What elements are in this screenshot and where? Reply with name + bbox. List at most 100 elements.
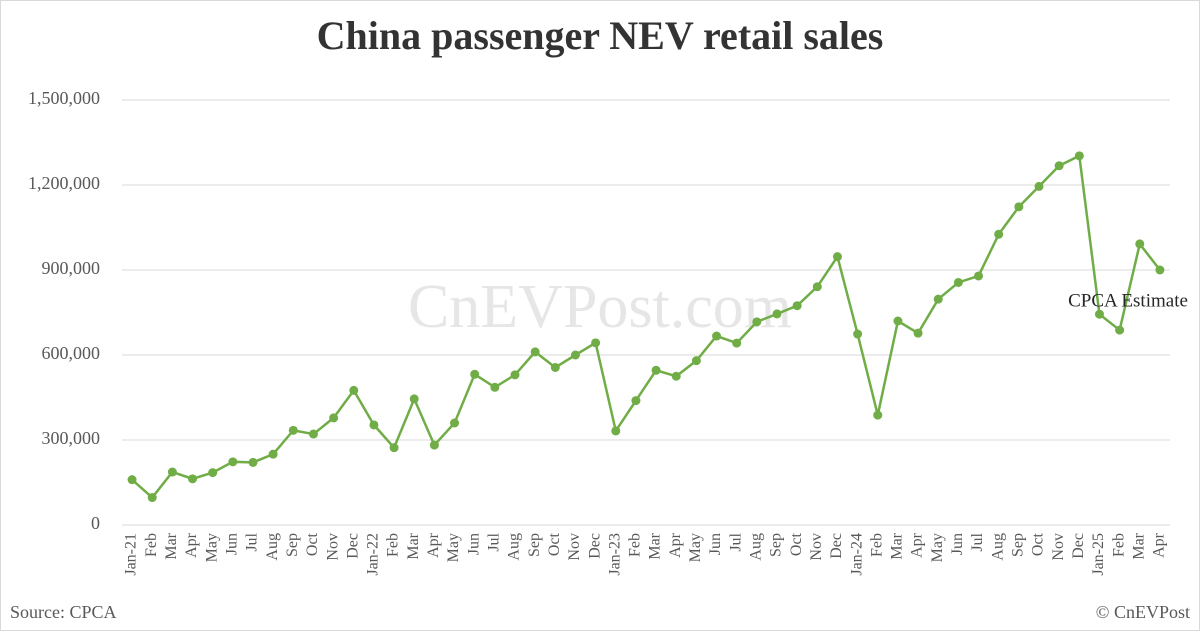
- x-tick-label: Dec: [1070, 533, 1087, 559]
- x-tick-label: Dec: [586, 533, 603, 559]
- x-tick-label: Mar: [889, 532, 906, 559]
- x-tick-label: Jun: [224, 533, 241, 555]
- chart-title: China passenger NEV retail sales: [317, 13, 884, 58]
- point: [510, 370, 520, 380]
- point: [994, 229, 1004, 239]
- x-tick-label: May: [203, 533, 220, 562]
- point: [631, 396, 641, 406]
- annotation: CPCA Estimate: [1068, 290, 1188, 311]
- y-tick-label: 1,500,000: [28, 88, 100, 108]
- point: [712, 331, 722, 341]
- x-tick-label: Jan-23: [606, 533, 623, 576]
- point: [974, 271, 984, 281]
- x-tick-label: Feb: [1110, 533, 1127, 557]
- point: [349, 385, 359, 395]
- point: [1034, 181, 1044, 191]
- point: [1094, 309, 1104, 319]
- x-tick-label: Sep: [526, 533, 543, 557]
- x-tick-label: Apr: [909, 532, 926, 558]
- point: [550, 362, 560, 372]
- line: [131, 153, 1161, 500]
- point: [1014, 202, 1024, 212]
- x-tick-label: Jul: [969, 532, 986, 551]
- point: [953, 277, 963, 287]
- point: [873, 410, 883, 420]
- x-tick-label: Sep: [1010, 533, 1027, 557]
- x-tick-label: Nov: [566, 533, 583, 561]
- x-tick-label: Jun: [465, 533, 482, 555]
- point: [1054, 161, 1064, 171]
- point: [913, 328, 923, 338]
- x-tick-label: Mar: [647, 532, 664, 559]
- y-tick-label: 0: [91, 513, 100, 533]
- point: [389, 443, 399, 453]
- x-tick-label: Mar: [163, 532, 180, 559]
- x-tick-label: Apr: [183, 532, 200, 558]
- point: [611, 426, 621, 436]
- watermark: CnEVPost.com: [408, 273, 792, 341]
- point: [732, 338, 742, 348]
- x-tick-label: Jan-22: [365, 533, 382, 576]
- point: [490, 382, 500, 392]
- point: [1155, 265, 1165, 275]
- x-tick-label: Aug: [506, 533, 523, 561]
- x-tick-label: Dec: [344, 533, 361, 559]
- point: [1115, 325, 1125, 335]
- x-tick-label: Jul: [244, 532, 261, 551]
- point: [127, 475, 137, 485]
- x-tick-label: Jan-25: [1090, 533, 1107, 576]
- x-tick-label: Nov: [808, 533, 825, 561]
- x-tick-label: Dec: [828, 533, 845, 559]
- point: [752, 317, 762, 327]
- x-tick-label: Feb: [868, 533, 885, 557]
- point: [832, 252, 842, 262]
- point: [369, 420, 379, 430]
- point: [248, 457, 258, 467]
- x-tick-label: Aug: [264, 533, 281, 561]
- x-tick-label: Aug: [748, 533, 765, 561]
- x-tick-label: Apr: [1151, 532, 1168, 558]
- point: [228, 457, 238, 467]
- x-tick-label: Apr: [425, 532, 442, 558]
- y-tick-label: 300,000: [42, 428, 101, 448]
- x-tick-label: Nov: [1050, 533, 1067, 561]
- x-tick-label: Jun: [707, 533, 724, 555]
- point: [691, 356, 701, 366]
- point: [470, 369, 480, 379]
- credit: © CnEVPost: [1096, 602, 1190, 622]
- point: [450, 418, 460, 428]
- point: [188, 474, 198, 484]
- y-tick-label: 900,000: [42, 258, 101, 278]
- point: [671, 371, 681, 381]
- x-tick-label: May: [445, 533, 462, 562]
- x-tick-label: Nov: [324, 533, 341, 561]
- x-tick-label: Apr: [667, 532, 684, 558]
- x-tick-label: Jun: [949, 533, 966, 555]
- y-tick-label: 1,200,000: [28, 173, 100, 193]
- x-tick-label: Feb: [143, 533, 160, 557]
- point: [570, 350, 580, 360]
- point: [409, 394, 419, 404]
- point: [933, 294, 943, 304]
- point: [1074, 151, 1084, 161]
- x-tick-label: Jan-24: [848, 533, 865, 576]
- x-tick-label: May: [687, 533, 704, 562]
- y-tick-label: 600,000: [42, 343, 101, 363]
- point: [288, 425, 298, 435]
- x-tick-label: May: [929, 533, 946, 562]
- point: [429, 440, 439, 450]
- point: [1135, 239, 1145, 249]
- point: [591, 338, 601, 348]
- point: [308, 429, 318, 439]
- x-tick-label: Oct: [1030, 532, 1047, 556]
- x-tick-label: Sep: [768, 533, 785, 557]
- point: [530, 347, 540, 357]
- point: [853, 329, 863, 339]
- x-tick-label: Feb: [385, 533, 402, 557]
- x-tick-label: Oct: [546, 532, 563, 556]
- x-tick-label: Oct: [788, 532, 805, 556]
- x-tick-label: Oct: [304, 532, 321, 556]
- point: [208, 468, 218, 478]
- point: [893, 316, 903, 326]
